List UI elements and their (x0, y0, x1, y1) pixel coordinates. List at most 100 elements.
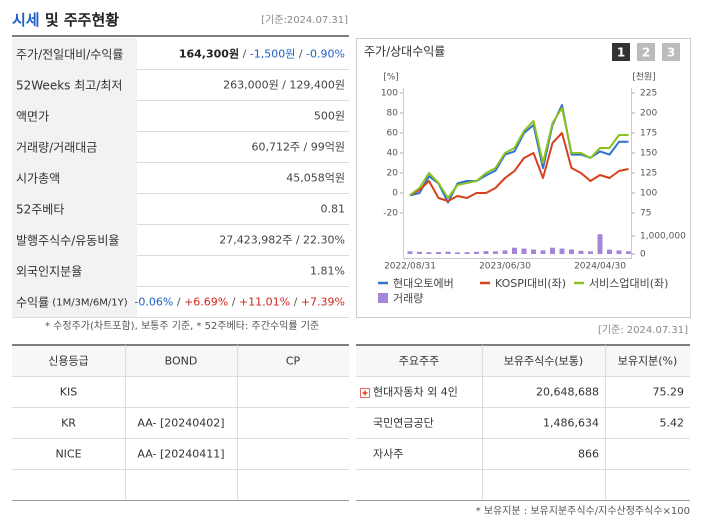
volume-bar (493, 251, 498, 254)
tab-label[interactable]: 2 (642, 46, 650, 60)
volume-bar (502, 250, 508, 254)
tab[interactable] (612, 43, 630, 61)
volume-bar (531, 249, 536, 254)
section-title: 시세 및 주주현황 (12, 11, 119, 29)
y2-tick-label: 225 (640, 89, 657, 99)
volume-bar (540, 250, 546, 254)
legend-label: 서비스업대비(좌) (589, 277, 668, 290)
y2-tick-label: 175 (640, 129, 657, 139)
label-cell (12, 162, 137, 193)
table-cell: KIS (60, 386, 77, 399)
value-part: +6.69% (184, 296, 228, 309)
volume-bar (407, 251, 413, 254)
expand-icon[interactable] (360, 388, 370, 398)
label-part: 시가총액 (16, 171, 60, 185)
header-cell: BOND (165, 355, 198, 368)
label-cell (12, 131, 137, 162)
header-cell: 주요주주 (399, 355, 439, 368)
value-part: +7.39% (301, 296, 345, 309)
table-cell: NICE (55, 448, 81, 461)
value-part: / (173, 296, 184, 309)
table-cell: AA- [20240411] (137, 448, 224, 461)
row-value: 263,000원 / 129,400원 (223, 79, 345, 92)
table-cell: 20,648,688 (536, 386, 599, 399)
y-tick-label: 0 (392, 189, 398, 199)
label-part: 수익률 (16, 295, 49, 309)
table-header (12, 345, 349, 376)
volume-tick-label: 0 (640, 250, 646, 260)
tab[interactable] (662, 43, 680, 61)
label-part: 거래량/거래대금 (16, 140, 97, 154)
value-part: / (295, 48, 306, 61)
row-value: -0.06% / +6.69% / +11.01% / +7.39% (134, 296, 345, 309)
row-label: 주가/전일대비/수익률 (16, 47, 123, 61)
axis-label: [%] (383, 73, 399, 83)
row-value: 27,423,982주 / 22.30% (219, 234, 345, 247)
table-cell: AA- [20240402] (137, 417, 224, 430)
volume-bar (578, 250, 584, 254)
y2-tick-label: 150 (640, 149, 657, 159)
row-label: 수익률 (1M/3M/6M/1Y) (16, 295, 128, 309)
value-part: 1.81% (310, 265, 345, 278)
row-value: 60,712주 / 99억원 (251, 141, 345, 154)
date: [기준:2024.07.31] (261, 14, 348, 26)
x-tick-label: 2024/04/30 (574, 262, 626, 272)
table-cell: 자사주 (373, 448, 403, 461)
label-cell (12, 286, 137, 317)
value-part: / (239, 48, 250, 61)
x-tick-label: 2023/06/30 (479, 262, 531, 272)
volume-bar (569, 249, 574, 254)
label-part: 52Weeks 최고/최저 (16, 78, 122, 92)
volume-bar (474, 251, 479, 254)
tab-label[interactable]: 1 (617, 46, 625, 60)
table-cell: 866 (578, 448, 599, 461)
tab-label[interactable]: 3 (667, 46, 675, 60)
label-part: 액면가 (16, 109, 49, 123)
title-main: 시세 (12, 11, 40, 29)
footnote: * 보유지분 : 보유지분주식수/지수산정주식수×100 (476, 505, 690, 517)
tab[interactable] (637, 43, 655, 61)
volume-bar (464, 252, 470, 254)
legend-label: KOSPI대비(좌) (495, 277, 566, 290)
chart-panel (356, 38, 691, 318)
row-label: 시가총액 (16, 171, 60, 185)
value-part: -0.90% (306, 48, 345, 61)
header-cell: 보유지분(%) (618, 355, 678, 368)
label-part: (1M/3M/6M/1Y) (49, 298, 128, 309)
table-header (356, 345, 690, 376)
y2-tick-label: 75 (640, 209, 651, 219)
volume-bar (512, 247, 517, 254)
y2-tick-label: 200 (640, 109, 657, 119)
label-part: 52주베타 (16, 202, 64, 216)
value-part: +11.01% (239, 296, 290, 309)
volume-bar (559, 248, 565, 254)
label-cell (12, 224, 137, 255)
value-part: / (228, 296, 239, 309)
y-tick-label: 20 (387, 169, 399, 179)
table-cell: 1,486,634 (543, 417, 599, 430)
label-cell (12, 193, 137, 224)
x-tick-label: 2022/08/31 (384, 262, 436, 272)
row-value: 0.81 (321, 203, 346, 216)
legend-swatch (378, 293, 388, 303)
label-cell (12, 69, 137, 100)
row-label: 발행주식수/유동비율 (16, 232, 119, 247)
value-part: 60,712주 / 99억원 (251, 141, 345, 154)
header-cell: CP (286, 355, 301, 368)
value-part: -0.06% (134, 296, 173, 309)
volume-bar (455, 252, 460, 254)
y-tick-label: -20 (383, 209, 398, 219)
table-cell: 5.42 (660, 417, 685, 430)
footnote: * 수정주가(차트포함), 보통주 기준, * 52주베타: 주간수익률 기준 (45, 320, 319, 332)
volume-bar (607, 249, 612, 254)
row-value: 1.81% (310, 265, 345, 278)
row-value: 164,300원 / -1,500원 / -0.90% (179, 47, 345, 61)
legend-label: 거래량 (393, 292, 423, 305)
row-label: 외국인지분율 (16, 264, 82, 278)
label-part: 외국인지분율 (16, 264, 82, 278)
volume-bar (521, 248, 527, 254)
date: [기준: 2024.07.31] (598, 324, 688, 336)
y-tick-label: 40 (387, 149, 399, 159)
header-cell: 신용등급 (48, 355, 88, 368)
value-part: 164,300원 (179, 47, 239, 61)
